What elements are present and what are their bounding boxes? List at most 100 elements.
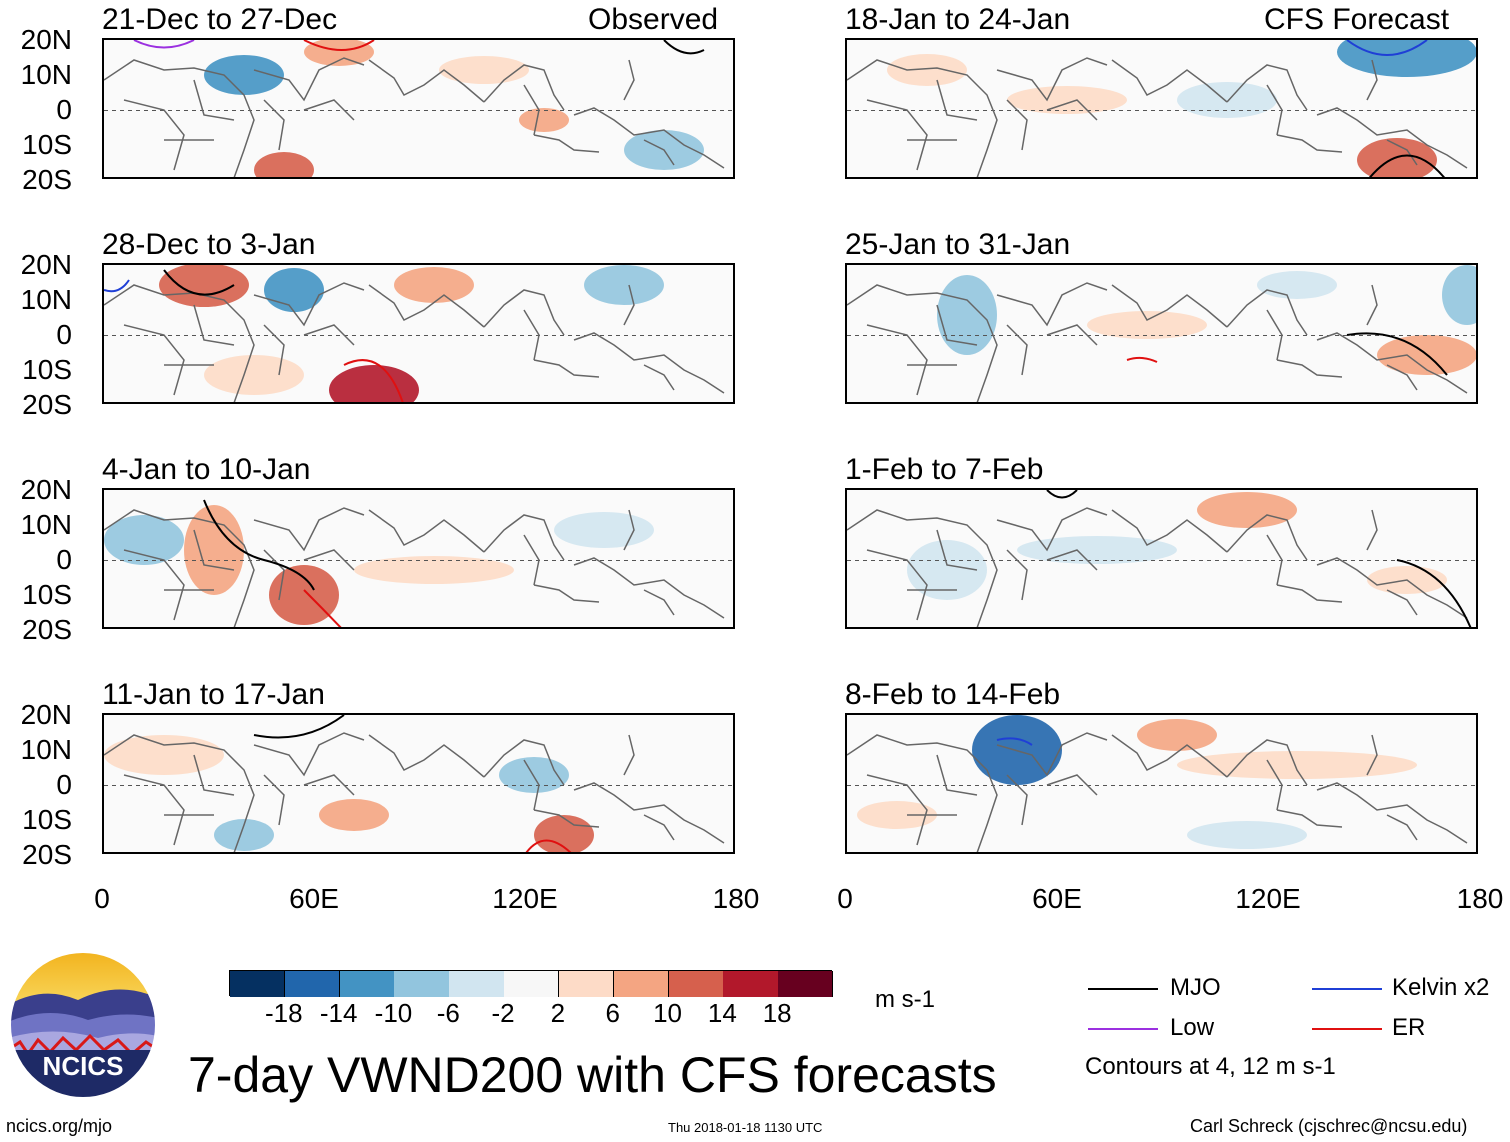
colorbar-tick: -10 [374,998,413,1028]
anomaly-shading [204,55,284,95]
footer-timestamp: Thu 2018-01-18 1130 UTC [668,1120,823,1135]
coastline [573,557,725,619]
wave-contour [104,279,130,293]
y-label: 20N [20,699,72,730]
coastline [533,359,600,378]
coastline [483,514,565,561]
map-graphic [847,265,1476,402]
coastline [1386,364,1418,391]
panel-title-fc-2: 25-Jan to 31-Jan [845,228,1071,261]
anomaly-shading [1087,311,1207,339]
coastline [866,324,928,396]
coastline [1366,59,1378,101]
forecast-label: CFS Forecast [1264,3,1450,36]
map-graphic [847,490,1476,627]
panel-title-obs-1: 21-Dec to 27-Dec [102,3,338,36]
map-graphic [847,715,1476,852]
y-label: 10S [22,354,72,385]
wave-contour [343,359,404,402]
wave-contour [1346,332,1448,376]
anomaly-shading [354,556,514,584]
coastline [1316,557,1468,619]
coastline [936,304,978,346]
anomaly-shading [584,265,664,305]
colorbar-tick: 10 [653,998,682,1028]
coastline [193,529,235,571]
coastline [1266,759,1283,811]
coastline [1266,84,1283,136]
colorbar [229,970,834,997]
coastline [847,59,998,177]
anomaly-shading [254,152,314,177]
wave-contour [1396,559,1472,627]
coastline [368,509,485,553]
legend-mjo-label: MJO [1170,974,1221,1001]
y-label: 20N [20,249,72,280]
anomaly-shading [857,801,937,829]
coastline [263,99,285,151]
wave-contour [303,589,342,627]
coastline [1266,309,1283,361]
colorbar-tick: 6 [605,998,620,1028]
map-panel-fc-2 [845,263,1478,404]
map-graphic [104,715,733,852]
coastline [1386,814,1418,841]
colorbar-tick: 18 [762,998,792,1028]
footer-url[interactable]: ncics.org/mjo [6,1116,113,1136]
legend-contours-note: Contours at 4, 12 m s-1 [1085,1053,1336,1080]
anomaly-shading [1017,536,1177,564]
coastline [123,324,185,396]
coastline [936,529,978,571]
map-graphic [847,40,1476,177]
legend-er-line [1312,1028,1382,1030]
coastline [533,584,600,603]
colorbar-tick: -14 [319,998,358,1028]
coastline [996,282,1108,327]
coastline [1046,774,1098,796]
wave-contour [1369,154,1445,177]
anomaly-shading [1257,271,1337,299]
y-label: 10N [20,734,72,765]
coastline [1006,324,1028,376]
panel-title-obs-3: 4-Jan to 10-Jan [102,453,311,486]
coastline [623,509,635,551]
main-title: 7-day VWND200 with CFS forecasts [188,1047,997,1103]
coastline [1006,99,1028,151]
anomaly-shading [1007,86,1127,114]
coastline [104,284,255,402]
coastline [1266,534,1283,586]
map-panel-obs-4 [102,713,735,854]
map-panel-obs-2 [102,263,735,404]
wave-contour [1346,40,1428,56]
coastline [368,59,485,103]
colorbar-swatch [449,971,505,997]
y-label: 20N [20,24,72,55]
anomaly-shading [554,512,654,548]
coastline [1226,289,1308,336]
anomaly-shading [1177,82,1277,118]
coastline [1111,734,1228,778]
wave-contour [996,737,1033,746]
map-panel-fc-4 [845,713,1478,854]
anomaly-shading [104,735,224,775]
wave-contour [525,839,572,852]
anomaly-shading [319,799,389,831]
coastline [1111,284,1228,328]
colorbar-tick: -2 [491,998,515,1028]
coastline [643,589,675,616]
anomaly-shading [104,515,184,565]
coastline [1111,509,1228,553]
coastline [866,549,928,621]
anomaly-shading [1137,719,1217,751]
coastline [623,284,635,326]
coastline [1276,584,1343,603]
anomaly-shading [329,365,419,402]
anomaly-shading [394,267,474,303]
anomaly-shading [534,815,594,852]
coastline [1386,589,1418,616]
colorbar-swatch [284,971,341,997]
coastline [936,754,978,796]
coastline [1006,549,1028,601]
colorbar-units: m s-1 [875,986,935,1013]
x-label-120e-left: 120E [492,883,558,914]
